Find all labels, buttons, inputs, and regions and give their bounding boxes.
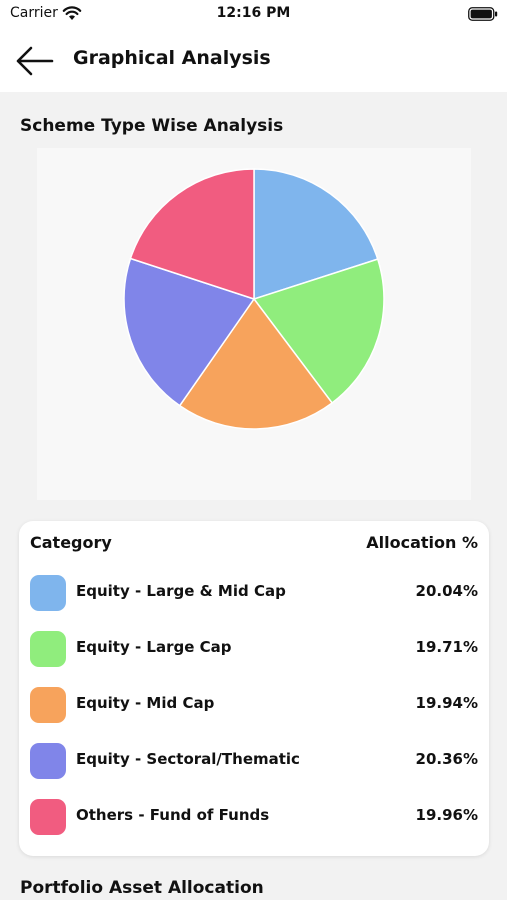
back-arrow-icon[interactable] xyxy=(14,44,54,78)
pie-slice-2[interactable] xyxy=(253,258,385,404)
table-row: Others - Fund of Funds 19.96% xyxy=(19,789,489,845)
pie-slice-1[interactable] xyxy=(253,168,379,300)
color-swatch xyxy=(30,799,66,835)
page-title: Graphical Analysis xyxy=(73,47,271,69)
row-allocation: 20.36% xyxy=(415,750,478,768)
row-allocation: 19.94% xyxy=(415,694,478,712)
pie-slice-5[interactable] xyxy=(129,168,255,300)
color-swatch xyxy=(30,687,66,723)
row-category: Equity - Large Cap xyxy=(76,638,232,656)
row-category: Equity - Large & Mid Cap xyxy=(76,582,286,600)
portfolio-section-title: Portfolio Asset Allocation xyxy=(20,878,264,898)
table-row: Equity - Mid Cap 19.94% xyxy=(19,677,489,733)
row-category: Others - Fund of Funds xyxy=(76,806,270,824)
pie-slice-4[interactable] xyxy=(123,257,255,407)
color-swatch xyxy=(30,631,66,667)
row-allocation: 20.04% xyxy=(415,582,478,600)
status-bar: Carrier 12:16 PM xyxy=(0,0,507,30)
allocation-column-header: Allocation % xyxy=(366,533,478,552)
pie-chart-card xyxy=(37,148,471,500)
scheme-type-section-title: Scheme Type Wise Analysis xyxy=(20,116,284,136)
table-row: Equity - Sectoral/Thematic 20.36% xyxy=(19,733,489,789)
row-category: Equity - Sectoral/Thematic xyxy=(76,750,300,768)
table-row: Equity - Large Cap 19.71% xyxy=(19,621,489,677)
app-header: Graphical Analysis xyxy=(0,30,507,92)
category-column-header: Category xyxy=(30,533,112,552)
wifi-icon xyxy=(62,6,82,20)
carrier-label: Carrier xyxy=(10,5,58,21)
allocation-table: Category Allocation % Equity - Large & M… xyxy=(19,521,489,856)
color-swatch xyxy=(30,575,66,611)
row-allocation: 19.71% xyxy=(415,638,478,656)
color-swatch xyxy=(30,743,66,779)
scheme-pie-chart xyxy=(123,168,385,430)
pie-slice-3[interactable] xyxy=(178,298,333,430)
battery-icon xyxy=(468,7,498,21)
row-category: Equity - Mid Cap xyxy=(76,694,215,712)
table-row: Equity - Large & Mid Cap 20.04% xyxy=(19,565,489,621)
status-time: 12:16 PM xyxy=(216,5,291,21)
row-allocation: 19.96% xyxy=(415,806,478,824)
